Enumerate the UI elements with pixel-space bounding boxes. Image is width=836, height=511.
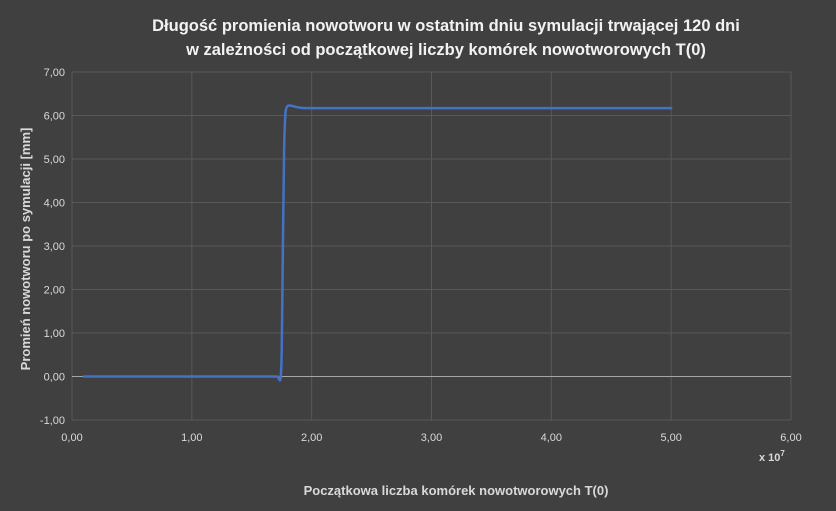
y-tick-label-4: 3,00 — [44, 241, 65, 253]
y-tick-label-7: 6,00 — [44, 111, 65, 123]
chart-title-line-1: Długość promienia nowotworu w ostatnim d… — [152, 17, 740, 35]
y-tick-label-6: 5,00 — [44, 154, 65, 166]
x-axis-multiplier-base: x 10 — [759, 452, 780, 464]
x-tick-label-4: 4,00 — [541, 432, 562, 444]
y-axis-title: Promień nowotworu po symulacji [mm] — [18, 128, 33, 371]
y-tick-label-2: 1,00 — [44, 328, 65, 340]
x-tick-label-2: 2,00 — [301, 432, 322, 444]
x-tick-label-1: 1,00 — [181, 432, 202, 444]
series-line-0 — [82, 104, 673, 382]
x-axis-tick-labels: 0,00 1,00 2,00 3,00 4,00 5,00 6,00 — [61, 432, 801, 444]
x-tick-label-6: 6,00 — [780, 432, 801, 444]
gridlines — [71, 71, 792, 421]
y-axis-tick-labels: -1,00 0,00 1,00 2,00 3,00 4,00 5,00 6,00 7,00 — [40, 67, 65, 427]
y-tick-label-0: -1,00 — [40, 415, 65, 427]
x-axis-multiplier-exponent: 7 — [780, 449, 785, 458]
y-tick-label-1: 0,00 — [44, 372, 65, 384]
y-tick-label-3: 2,00 — [44, 285, 65, 297]
x-tick-label-0: 0,00 — [61, 432, 82, 444]
y-tick-label-8: 7,00 — [44, 67, 65, 79]
x-tick-label-3: 3,00 — [421, 432, 442, 444]
x-tick-label-5: 5,00 — [660, 432, 681, 444]
series-layer — [82, 104, 673, 382]
x-axis-title: Początkowa liczba komórek nowotworowych … — [304, 483, 609, 498]
y-tick-label-5: 4,00 — [44, 198, 65, 210]
x-axis-multiplier: x 107 — [759, 449, 785, 464]
chart-title-line-2: w zależności od początkowej liczby komór… — [185, 41, 706, 59]
